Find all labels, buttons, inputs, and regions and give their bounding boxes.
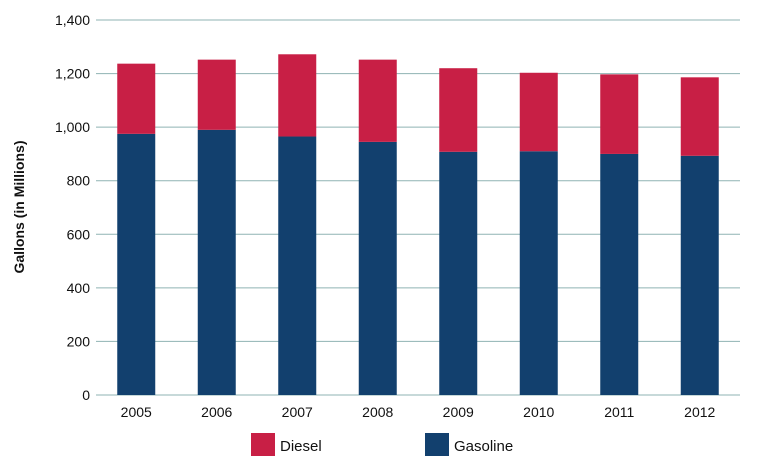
x-tick-label: 2010 xyxy=(523,404,554,420)
bar-diesel-2010 xyxy=(519,72,558,152)
bar-diesel-2008 xyxy=(358,59,397,142)
y-tick-label: 600 xyxy=(67,226,91,242)
legend: Diesel Gasoline xyxy=(251,433,513,456)
bar-gasoline-2006 xyxy=(197,129,236,396)
legend-swatch-diesel xyxy=(251,433,275,456)
x-tick-label: 2007 xyxy=(282,404,313,420)
y-tick-label: 1,000 xyxy=(55,119,90,135)
x-tick-label: 2008 xyxy=(362,404,393,420)
bar-gasoline-2012 xyxy=(680,155,719,395)
bar-diesel-2005 xyxy=(117,63,156,134)
bar-diesel-2012 xyxy=(680,77,719,156)
bar-diesel-2009 xyxy=(439,68,478,152)
bar-gasoline-2005 xyxy=(117,133,156,395)
legend-swatch-gasoline xyxy=(425,433,449,456)
y-tick-label: 800 xyxy=(67,173,91,189)
y-tick-label: 1,400 xyxy=(55,12,90,28)
x-tick-label: 2005 xyxy=(121,404,152,420)
legend-label-diesel: Diesel xyxy=(280,438,322,455)
bar-diesel-2007 xyxy=(278,54,317,137)
bar-diesel-2006 xyxy=(197,59,236,130)
bar-gasoline-2009 xyxy=(439,151,478,395)
legend-label-gasoline: Gasoline xyxy=(454,438,513,455)
x-axis-ticks: 2005 2006 2007 2008 2009 2010 2011 2012 xyxy=(121,404,716,420)
bar-gasoline-2010 xyxy=(519,151,558,395)
bar-gasoline-2011 xyxy=(600,153,639,395)
y-tick-label: 0 xyxy=(82,387,90,403)
x-tick-label: 2011 xyxy=(604,404,634,420)
y-tick-label: 400 xyxy=(67,280,91,296)
x-tick-label: 2009 xyxy=(443,404,474,420)
bar-diesel-2011 xyxy=(600,74,639,154)
bars xyxy=(117,54,719,396)
y-tick-label: 1,200 xyxy=(55,66,90,82)
y-axis-ticks: 0 200 400 600 800 1,000 1,200 1,400 xyxy=(55,12,90,403)
y-tick-label: 200 xyxy=(67,333,91,349)
bar-gasoline-2008 xyxy=(358,141,397,395)
x-tick-label: 2006 xyxy=(201,404,232,420)
bar-gasoline-2007 xyxy=(278,136,317,395)
y-axis-label: Gallons (in Millions) xyxy=(11,141,27,274)
gridlines xyxy=(96,19,740,396)
x-tick-label: 2012 xyxy=(684,404,715,420)
